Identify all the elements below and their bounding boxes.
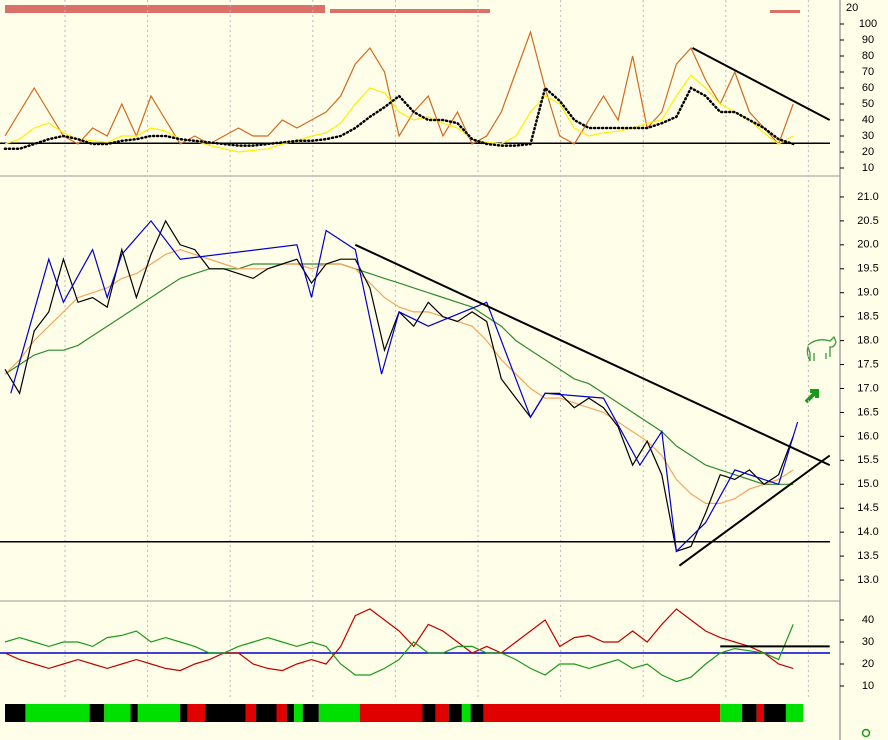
bull-icon: [806, 335, 837, 362]
volume-strip: [5, 5, 325, 13]
signal-segment: [756, 704, 765, 722]
y-tick-label: 21.0: [857, 191, 878, 203]
signal-segment: [245, 704, 257, 722]
signal-segment: [256, 704, 277, 722]
signal-segment: [286, 704, 295, 722]
y-tick-label: 20: [862, 146, 874, 158]
y-tick-label: 30: [862, 130, 874, 142]
signal-segment: [470, 704, 484, 722]
status-dot: [861, 728, 871, 738]
y-tick-label: 30: [862, 636, 874, 648]
y-tick-label: 20.5: [857, 215, 878, 227]
series-line: [3, 85, 795, 151]
series-line: [10, 219, 799, 553]
y-tick-label: 19.0: [857, 287, 878, 299]
series-line: [4, 248, 794, 504]
signal-segment: [180, 704, 188, 722]
volume-tick-label: 20: [846, 2, 858, 14]
y-tick-label: 18.0: [857, 335, 878, 347]
y-tick-label: 13.5: [857, 550, 878, 562]
signal-segment: [720, 704, 743, 722]
y-tick-label: 15.0: [857, 478, 878, 490]
y-tick-label: 20.0: [857, 239, 878, 251]
signal-segment: [435, 704, 449, 722]
y-tick-label: 60: [862, 82, 874, 94]
signal-segment: [137, 704, 181, 722]
signal-segment: [276, 704, 287, 722]
signal-segment: [422, 704, 436, 722]
y-tick-label: 14.0: [857, 526, 878, 538]
signal-segment: [448, 704, 462, 722]
signal-segment: [742, 704, 757, 722]
signal-segment: [302, 704, 319, 722]
trend-line: [678, 454, 831, 567]
signal-segment: [25, 704, 90, 722]
signal-segment: [130, 704, 138, 722]
volume-strip: [330, 9, 490, 13]
series-line: [4, 74, 794, 153]
signal-segment: [104, 704, 131, 722]
signal-segment: [89, 704, 105, 722]
y-tick-label: 13.0: [857, 574, 878, 586]
y-tick-label: 20: [862, 658, 874, 670]
y-tick-label: 17.5: [857, 358, 878, 370]
y-tick-label: 100: [859, 18, 877, 30]
y-tick-label: 17.0: [857, 382, 878, 394]
signal-segment: [5, 704, 26, 722]
signal-segment: [318, 704, 360, 722]
y-tick-label: 50: [862, 98, 874, 110]
trend-line: [692, 47, 831, 121]
y-tick-label: 90: [862, 34, 874, 46]
signal-segment: [204, 704, 246, 722]
series-line: [4, 263, 794, 485]
y-tick-label: 40: [862, 614, 874, 626]
y-tick-label: 10: [862, 680, 874, 692]
series-line: [4, 624, 794, 683]
y-tick-label: 16.5: [857, 406, 878, 418]
signal-segment: [294, 704, 303, 722]
y-tick-label: 18.5: [857, 311, 878, 323]
signal-segment: [359, 704, 423, 722]
y-tick-label: 16.0: [857, 430, 878, 442]
y-tick-label: 10: [862, 162, 874, 174]
y-tick-label: 14.5: [857, 502, 878, 514]
trend-line: [354, 243, 831, 467]
signal-segment: [461, 704, 471, 722]
signal-segment: [187, 704, 205, 722]
up-arrow: [804, 389, 819, 404]
series-line: [4, 29, 794, 146]
y-tick-label: 70: [862, 66, 874, 78]
series-line: [4, 608, 794, 672]
y-tick-label: 80: [862, 50, 874, 62]
signal-segment: [764, 704, 786, 722]
signal-segment: [785, 704, 804, 722]
y-tick-label: 19.5: [857, 263, 878, 275]
series-line: [4, 219, 794, 553]
signal-segment: [483, 704, 721, 722]
volume-strip: [770, 10, 800, 13]
y-tick-label: 15.5: [857, 454, 878, 466]
y-tick-label: 40: [862, 114, 874, 126]
